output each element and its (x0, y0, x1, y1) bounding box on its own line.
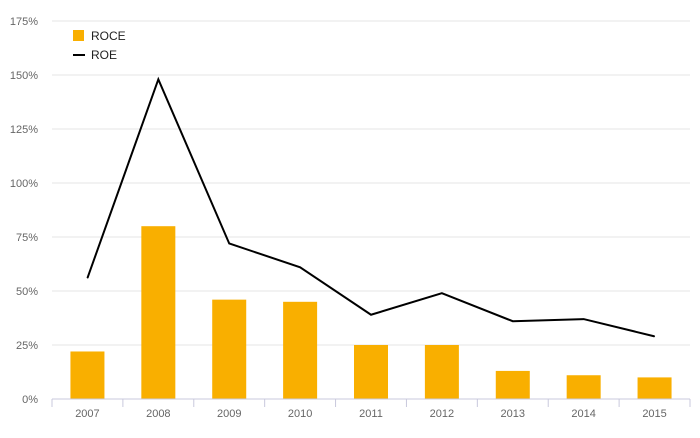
roce-bar-2013 (495, 370, 530, 399)
roe-point-2009 (228, 242, 230, 244)
roe-point-2007 (86, 277, 88, 279)
y-tick-label: 75% (16, 232, 38, 244)
y-axis-tick-labels: 0% 25% 50% 75% 100% 125% 150% 175% (10, 16, 38, 406)
x-tick-label: 2010 (288, 408, 312, 420)
roce-bar-2012 (424, 345, 459, 399)
roe-point-2015 (654, 335, 656, 337)
legend-swatch-roce (73, 30, 84, 41)
x-axis-tick-labels: 2007 2008 2009 2010 2011 2012 2013 2014 2015 (75, 408, 667, 420)
x-tick-label: 2008 (146, 408, 170, 420)
y-tick-label: 100% (10, 178, 38, 190)
roe-point-2013 (512, 320, 514, 322)
x-axis (51, 398, 691, 407)
roce-bar-2010 (283, 301, 318, 399)
legend-label-roce: ROCE (91, 29, 126, 43)
roce-bars (70, 226, 672, 399)
x-tick-label: 2013 (501, 408, 525, 420)
roe-point-2011 (370, 314, 372, 316)
roce-bar-2014 (566, 375, 601, 399)
y-tick-label: 150% (10, 70, 38, 82)
roce-bar-2009 (212, 299, 247, 399)
roe-point-2010 (299, 266, 301, 268)
roce-bar-2015 (637, 377, 672, 399)
roe-point-2014 (583, 318, 585, 320)
roe-point-2012 (441, 292, 443, 294)
x-tick-label: 2007 (75, 408, 99, 420)
x-tick-label: 2015 (642, 408, 666, 420)
y-tick-label: 50% (16, 286, 38, 298)
y-tick-label: 175% (10, 16, 38, 28)
y-tick-label: 0% (22, 394, 38, 406)
y-tick-label: 125% (10, 124, 38, 136)
x-tick-label: 2014 (571, 408, 595, 420)
x-tick-label: 2012 (430, 408, 454, 420)
roe-line-series (86, 76, 656, 338)
roce-bar-2011 (354, 345, 388, 399)
x-tick-label: 2011 (359, 408, 383, 420)
legend-label-roe: ROE (91, 48, 117, 62)
legend: ROCE ROE (73, 29, 126, 62)
x-tick-label: 2009 (217, 408, 241, 420)
roce-bar-2007 (70, 351, 105, 399)
roe-point-2008 (157, 78, 159, 80)
y-tick-label: 25% (16, 340, 38, 352)
roce-bar-2008 (141, 226, 176, 399)
